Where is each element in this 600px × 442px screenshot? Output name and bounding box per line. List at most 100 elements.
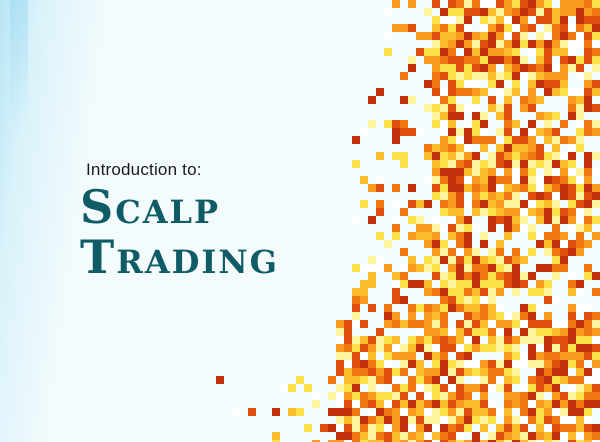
heat-pixel	[496, 8, 504, 16]
heat-pixel	[512, 312, 520, 320]
heat-pixel	[584, 408, 592, 416]
heat-pixel	[560, 424, 568, 432]
heat-pixel	[440, 200, 448, 208]
heat-pixel	[432, 104, 440, 112]
heat-pixel	[528, 400, 536, 408]
heat-pixel	[424, 432, 432, 440]
heat-pixel	[448, 232, 456, 240]
heat-pixel	[584, 240, 592, 248]
heat-pixel	[536, 344, 544, 352]
heat-pixel	[504, 184, 512, 192]
heat-pixel	[472, 64, 480, 72]
heat-pixel	[576, 392, 584, 400]
heat-pixel	[488, 64, 496, 72]
heat-pixel	[488, 176, 496, 184]
heat-pixel	[544, 32, 552, 40]
heat-pixel	[512, 360, 520, 368]
heat-pixel	[448, 360, 456, 368]
heat-pixel	[512, 440, 520, 442]
heat-pixel	[560, 0, 568, 8]
heat-pixel	[456, 232, 464, 240]
heat-pixel	[464, 176, 472, 184]
heat-pixel	[560, 352, 568, 360]
heat-pixel	[576, 64, 584, 72]
heat-pixel	[472, 184, 480, 192]
heat-pixel	[432, 352, 440, 360]
heat-pixel	[504, 416, 512, 424]
heat-pixel	[384, 416, 392, 424]
heat-pixel	[568, 416, 576, 424]
heat-pixel	[496, 440, 504, 442]
heat-pixel	[408, 352, 416, 360]
heat-pixel	[576, 440, 584, 442]
heat-pixel	[576, 0, 584, 8]
heat-pixel	[552, 408, 560, 416]
heat-pixel	[544, 192, 552, 200]
heat-pixel	[352, 352, 360, 360]
heat-pixel	[424, 440, 432, 442]
heat-pixel	[456, 176, 464, 184]
heat-pixel	[504, 432, 512, 440]
heat-pixel	[408, 128, 416, 136]
heat-pixel	[304, 384, 312, 392]
heat-pixel	[544, 400, 552, 408]
heat-pixel	[424, 288, 432, 296]
heat-pixel	[360, 424, 368, 432]
heat-pixel	[488, 336, 496, 344]
heat-pixel	[448, 432, 456, 440]
heat-pixel	[496, 408, 504, 416]
heat-pixel	[352, 216, 360, 224]
heat-pixel	[432, 336, 440, 344]
heat-pixel	[456, 280, 464, 288]
heat-pixel	[376, 368, 384, 376]
heat-pixel	[528, 144, 536, 152]
heat-pixel	[568, 200, 576, 208]
heat-pixel	[456, 56, 464, 64]
heat-pixel	[536, 128, 544, 136]
heat-pixel	[496, 344, 504, 352]
heat-pixel	[504, 104, 512, 112]
heat-pixel	[552, 208, 560, 216]
heat-pixel	[584, 208, 592, 216]
heat-pixel	[352, 400, 360, 408]
heat-pixel	[400, 368, 408, 376]
heat-pixel	[568, 64, 576, 72]
heat-pixel	[512, 336, 520, 344]
heat-pixel	[336, 384, 344, 392]
heat-pixel	[544, 432, 552, 440]
heat-pixel	[520, 352, 528, 360]
heat-pixel	[504, 224, 512, 232]
heat-pixel	[400, 208, 408, 216]
heat-pixel	[552, 440, 560, 442]
heat-pixel	[512, 424, 520, 432]
heat-pixel	[464, 224, 472, 232]
heat-pixel	[480, 320, 488, 328]
heat-pixel	[504, 72, 512, 80]
heat-pixel	[448, 336, 456, 344]
heat-pixel	[552, 320, 560, 328]
heat-pixel	[424, 376, 432, 384]
heat-pixel	[576, 352, 584, 360]
heat-pixel	[464, 80, 472, 88]
heat-pixel	[440, 40, 448, 48]
heat-pixel	[448, 112, 456, 120]
heat-pixel	[536, 336, 544, 344]
heat-pixel	[496, 208, 504, 216]
heat-pixel	[472, 192, 480, 200]
heat-pixel	[368, 368, 376, 376]
heat-pixel	[424, 8, 432, 16]
heat-pixel	[504, 192, 512, 200]
heat-pixel	[512, 48, 520, 56]
heat-pixel	[496, 160, 504, 168]
heat-pixel	[448, 424, 456, 432]
heat-pixel	[392, 344, 400, 352]
heat-pixel	[400, 424, 408, 432]
heat-pixel	[368, 384, 376, 392]
heat-pixel	[408, 280, 416, 288]
heat-pixel	[592, 232, 600, 240]
heat-pixel	[544, 280, 552, 288]
heat-pixel	[408, 344, 416, 352]
heat-pixel	[384, 264, 392, 272]
heat-pixel	[448, 160, 456, 168]
heat-pixel	[544, 440, 552, 442]
